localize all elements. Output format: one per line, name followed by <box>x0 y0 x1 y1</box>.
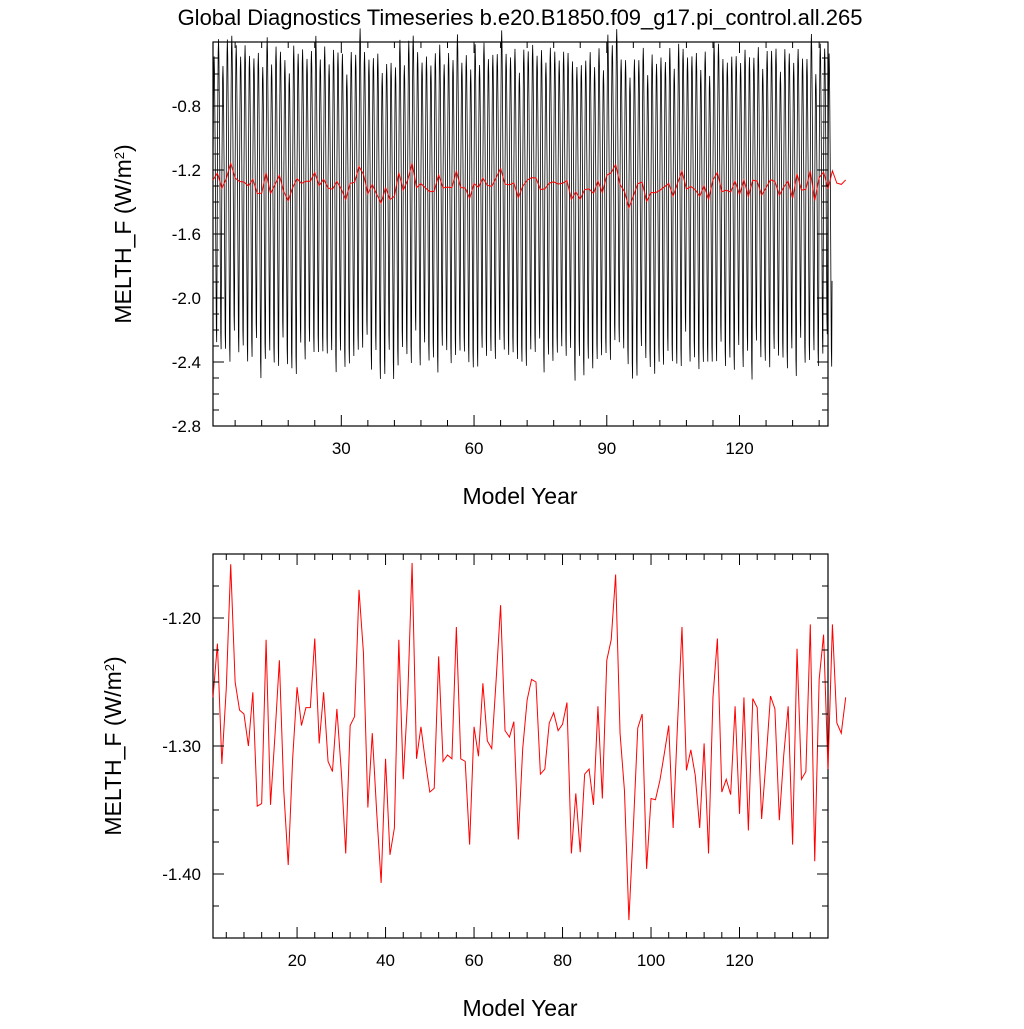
x-tick-label: 120 <box>725 951 753 970</box>
bottom-timeseries-panel: 20 40 60 80 100 120 -1.40 -1.30 -1.20 Model Year… <box>100 553 847 1021</box>
x-tick-label: 120 <box>725 439 753 458</box>
x-tick-label: 30 <box>332 439 351 458</box>
y-tick-label: -0.8 <box>172 97 201 116</box>
annual-mean-series-line <box>212 161 847 210</box>
y-tick-label: -1.40 <box>162 865 201 884</box>
x-tick-label: 60 <box>465 951 484 970</box>
y-tick-label: -1.30 <box>162 737 201 756</box>
y-tick-label: -2.0 <box>172 289 201 308</box>
y-tick-label: -1.20 <box>162 609 201 628</box>
x-tick-label: 90 <box>597 439 616 458</box>
series-lines <box>212 28 847 381</box>
x-axis-label: Model Year <box>462 995 577 1021</box>
top-timeseries-panel: 30 60 90 120 -2.8 -2.4 -2.0 -1.6 -1.2 -0.8 Model … <box>110 28 847 509</box>
annual-mean-series-line <box>212 562 847 921</box>
y-tick-label: -1.6 <box>172 225 201 244</box>
x-tick-label: 60 <box>465 439 484 458</box>
y-tick-label: -2.8 <box>172 417 201 436</box>
y-tick-label: -2.4 <box>172 353 201 372</box>
tick-marks <box>213 41 828 427</box>
monthly-series-line <box>212 28 833 381</box>
x-tick-label: 80 <box>553 951 572 970</box>
y-tick-label: -1.2 <box>172 161 201 180</box>
x-tick-label: 20 <box>288 951 307 970</box>
series-lines <box>212 562 847 921</box>
y-axis-label: MELTH_F (W/m2) <box>100 656 126 835</box>
chart-title: Global Diagnostics Timeseries b.e20.B185… <box>178 5 863 30</box>
x-axis-label: Model Year <box>462 483 577 509</box>
x-tick-label: 100 <box>637 951 665 970</box>
tick-labels: 20 40 60 80 100 120 -1.40 -1.30 -1.20 <box>162 609 753 970</box>
x-tick-label: 40 <box>376 951 395 970</box>
tick-labels: 30 60 90 120 -2.8 -2.4 -2.0 -1.6 -1.2 -0.8 <box>172 97 754 458</box>
plot-frame <box>212 553 829 939</box>
tick-marks <box>213 553 829 939</box>
y-axis-label: MELTH_F (W/m2) <box>110 144 136 323</box>
